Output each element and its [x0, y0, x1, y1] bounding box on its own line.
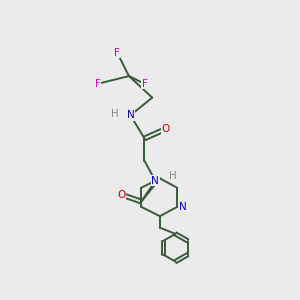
Text: F: F [95, 79, 101, 89]
Text: N: N [178, 202, 186, 212]
Text: N: N [127, 110, 134, 120]
Text: F: F [142, 79, 147, 89]
Text: H: H [169, 171, 177, 181]
Text: F: F [114, 48, 120, 58]
Text: O: O [161, 124, 169, 134]
Text: H: H [111, 109, 119, 119]
Text: O: O [117, 190, 125, 200]
Text: N: N [152, 176, 159, 186]
